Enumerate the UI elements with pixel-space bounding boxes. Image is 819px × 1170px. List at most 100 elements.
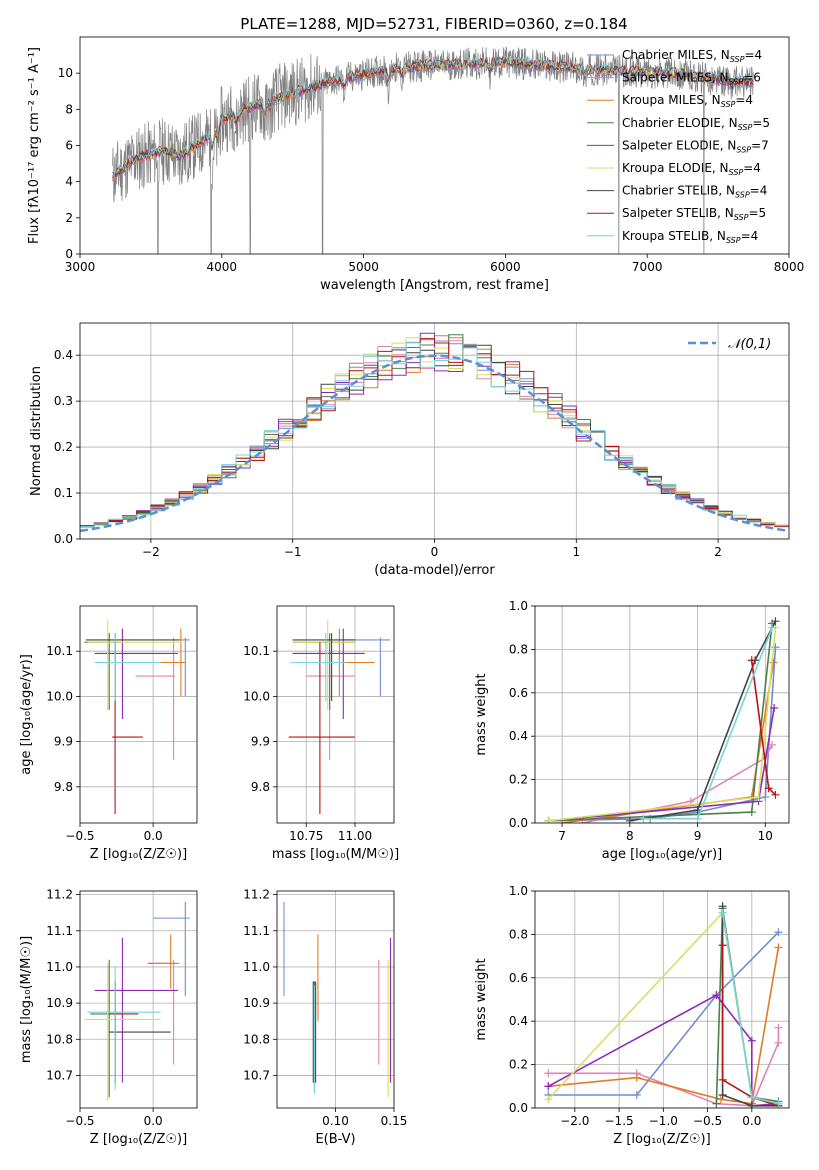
y-tick-label: 11.1 (243, 924, 270, 938)
weight-marker (768, 623, 777, 632)
y-tick-label: 9.9 (54, 735, 73, 749)
legend-name: Chabrier ELODIE, N (622, 116, 738, 130)
histogram-6 (80, 344, 789, 528)
x-axis-label: Z [log₁₀(Z/Z☉)] (613, 1132, 710, 1147)
plots: 3000 4000 5000 6000 7000 80000246810wavelengt… (19, 36, 804, 1147)
legend-entry: Kroupa ELODIE, NSSP=4 (622, 161, 761, 177)
y-tick-label: 0.4 (509, 1014, 528, 1028)
weight-marker (747, 1036, 756, 1045)
weight-line-3 (548, 623, 773, 822)
x-tick-label: −1.0 (649, 1114, 678, 1128)
y-tick-label: 0.2 (509, 1058, 528, 1072)
y-tick-label: 2 (65, 211, 73, 225)
y-tick-label: 10.0 (243, 689, 270, 703)
weight-line-0 (548, 647, 777, 822)
y-tick-label: 0.8 (509, 927, 528, 941)
y-tick-label: 10 (58, 66, 73, 80)
y-tick-label: 10.8 (243, 1032, 270, 1046)
axes-frame (79, 322, 790, 540)
legend-entry: 𝒩(0,1) (728, 337, 771, 352)
axes-frame (79, 890, 198, 1109)
weight-marker (544, 1082, 553, 1091)
y-tick-label: 10.7 (243, 1068, 270, 1082)
histogram-8 (80, 342, 789, 528)
plot-area-age-vs-Z (80, 606, 197, 823)
panel-mass-vs-ebv: 0.10 0.15 10.7 10.8 10.9 11.0 11.1 11.2 E(B-V) (243, 888, 407, 1147)
axes-frame (79, 36, 790, 255)
y-tick-label: 10.0 (46, 689, 73, 703)
y-tick-label: 9.9 (251, 735, 270, 749)
legend-entry: Salpeter STELIB, NSSP=5 (622, 206, 766, 222)
weight-marker (754, 792, 763, 801)
x-tick-label: 5000 (348, 260, 379, 274)
legend-name: Chabrier STELIB, N (622, 184, 735, 198)
legend-entry: Chabrier STELIB, NSSP=4 (622, 184, 767, 200)
weight-line-4 (548, 707, 775, 822)
legend-name: Salpeter MILES, N (622, 71, 729, 85)
legend-sub: SSP (730, 55, 745, 64)
y-tick-label: 10.8 (46, 1032, 73, 1046)
panel-residuals: −2 −1 0 1 2 0.0 0.1 0.2 0.3 0.4 (data-model)/error… (29, 322, 790, 578)
x-tick-label: 0.15 (381, 1114, 408, 1128)
y-tick-label: 9.8 (54, 780, 73, 794)
legend-count: =4 (735, 93, 753, 107)
y-tick-label: 0.4 (509, 729, 528, 743)
y-tick-label: 8 (65, 102, 73, 116)
y-tick-label: 0.3 (54, 394, 73, 408)
legend-count: =6 (743, 71, 761, 85)
legend-count: =4 (744, 48, 762, 62)
model-line-8 (112, 55, 754, 178)
legend-count: =5 (752, 116, 770, 130)
x-tick-label: −0.5 (693, 1114, 722, 1128)
weight-marker (693, 814, 702, 823)
weight-marker (771, 790, 780, 799)
weight-marker (761, 792, 770, 801)
weight-marker (774, 943, 783, 952)
x-tick-label: 8 (626, 829, 634, 843)
y-axis-label: age [log₁₀(age/yr)] (19, 654, 34, 775)
panel-age-vs-Z: −0.5 0.0 9.8 9.9 10.0 10.1 Z [log₁₀(Z/Z☉)] age … (19, 605, 198, 862)
weight-marker (747, 808, 756, 817)
x-tick-label: 7 (558, 829, 566, 843)
weight-marker (718, 908, 727, 917)
plot-area-mass-vs-Z (80, 891, 197, 1108)
panel-weight-vs-age: 7 8 9 10 0.0 0.2 0.4 0.6 0.8 1.0 age [log₁₀(age/yr… (474, 599, 790, 862)
x-tick-label: 10.75 (289, 829, 323, 843)
weight-marker (632, 1073, 641, 1082)
legend-sub: SSP (738, 123, 753, 132)
y-axis-label: Flux [fλ10⁻¹⁷ erg cm⁻² s⁻¹ A⁻¹] (27, 47, 42, 244)
x-axis-label: wavelength [Angstrom, rest frame] (320, 278, 549, 293)
legend-entry: Salpeter ELODIE, NSSP=7 (622, 138, 769, 154)
legend-sub: SSP (721, 100, 736, 109)
legend-name: Kroupa ELODIE, N (622, 161, 729, 175)
y-tick-label: 10.1 (46, 644, 73, 658)
x-tick-label: 7000 (632, 260, 663, 274)
weight-marker (718, 1090, 727, 1099)
y-tick-label: 11.0 (46, 960, 73, 974)
y-tick-label: 0.0 (509, 1101, 528, 1115)
x-tick-label: 2 (714, 545, 722, 559)
weight-marker (544, 816, 553, 823)
figure-title: PLATE=1288, MJD=52731, FIBERID=0360, z=0… (240, 15, 627, 33)
legend-entry: Chabrier ELODIE, NSSP=5 (622, 116, 770, 132)
x-tick-label: 0.0 (144, 829, 163, 843)
y-tick-label: 0.2 (54, 440, 73, 454)
weight-marker (774, 1023, 783, 1032)
weight-line-0 (548, 931, 779, 1096)
panel-mass-vs-Z: −0.5 0.0 10.7 10.8 10.9 11.0 11.1 11.2 Z [log₁₀(… (19, 888, 198, 1147)
y-tick-label: 0.0 (509, 816, 528, 830)
y-tick-label: 10.9 (243, 996, 270, 1010)
panel-age-vs-mass: 10.75 11.00 9.8 9.9 10.0 10.1 mass [log₁₀(M/M☉… (243, 605, 399, 862)
weight-marker (716, 1095, 725, 1104)
legend-count: =4 (741, 229, 759, 243)
plot-area-age-vs-mass (277, 606, 394, 823)
legend-count: =4 (743, 161, 761, 175)
y-tick-label: 11.0 (243, 960, 270, 974)
x-tick-label: −2.0 (560, 1114, 589, 1128)
x-tick-label: −0.5 (65, 829, 94, 843)
weight-marker (769, 658, 778, 667)
weight-marker (718, 1075, 727, 1084)
plot-area-mass-vs-ebv (277, 891, 394, 1108)
x-tick-label: 0 (431, 545, 439, 559)
